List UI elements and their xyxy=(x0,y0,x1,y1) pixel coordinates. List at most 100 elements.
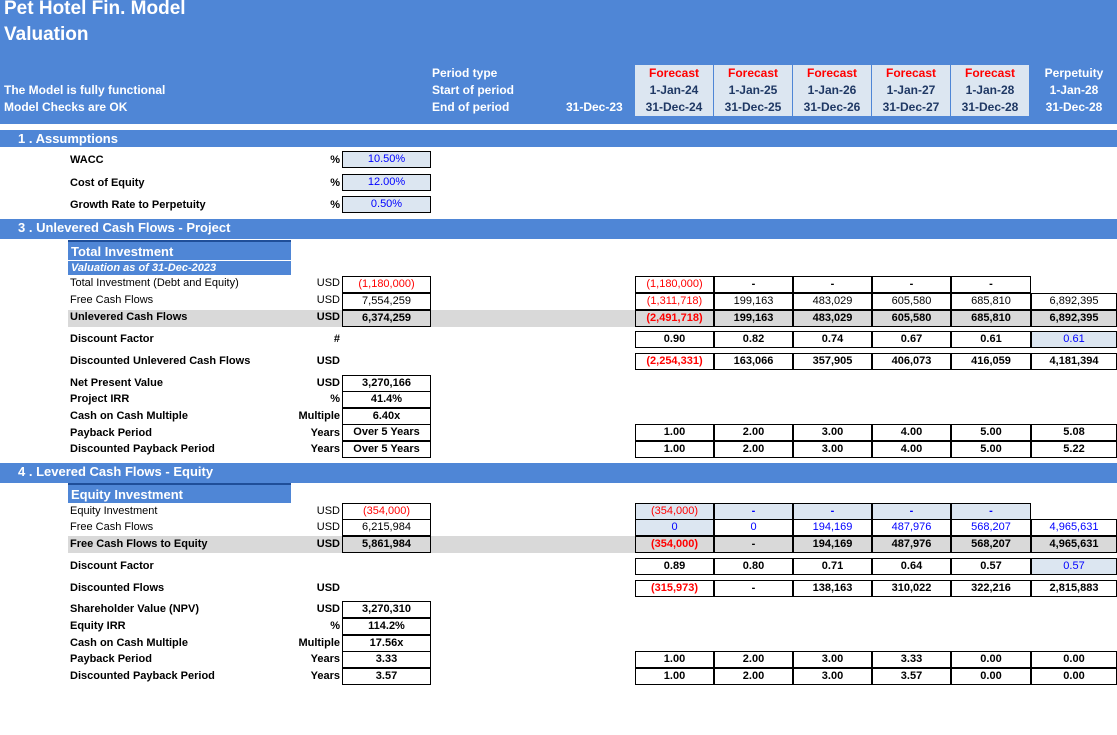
wacc-input[interactable]: 10.50% xyxy=(342,151,431,168)
fcfe-unit: USD xyxy=(316,538,340,550)
table-cell: 4.00 xyxy=(872,424,951,441)
table-cell: 1.00 xyxy=(635,668,714,685)
total-investment-unit: USD xyxy=(316,277,340,289)
equity-discounted-payback-value: 3.57 xyxy=(342,668,431,685)
table-cell[interactable]: - xyxy=(872,503,951,520)
npv-unit: USD xyxy=(316,377,340,389)
table-cell: 0.67 xyxy=(872,331,951,348)
discounted-unlevered-unit: USD xyxy=(316,355,340,367)
table-cell: 2.00 xyxy=(714,651,793,668)
section-divider xyxy=(0,236,1117,239)
table-cell: 1.00 xyxy=(635,441,714,458)
payback-value: Over 5 Years xyxy=(342,424,431,441)
discounted-payback-unit: Years xyxy=(310,443,340,455)
equity-coc-multiple-unit: Multiple xyxy=(298,637,340,649)
table-cell: 0.00 xyxy=(1031,668,1117,685)
table-cell: 3.00 xyxy=(793,651,872,668)
growth-rate-input[interactable]: 0.50% xyxy=(342,196,431,213)
base-date: 31-Dec-23 xyxy=(566,100,623,114)
equity-free-cash-flows-unit: USD xyxy=(316,521,340,533)
table-cell[interactable]: - xyxy=(951,503,1031,520)
table-cell: 0.82 xyxy=(714,331,793,348)
perpetuity-column: Perpetuity 1-Jan-28 31-Dec-28 xyxy=(1032,65,1116,116)
period-start: 1-Jan-25 xyxy=(728,83,778,97)
discounted-payback-label: Discounted Payback Period xyxy=(70,443,215,455)
equity-coc-multiple-label: Cash on Cash Multiple xyxy=(70,637,188,649)
free-cash-flows-label: Free Cash Flows xyxy=(70,294,154,306)
unlevered-cash-flows-label: Unlevered Cash Flows xyxy=(70,311,188,323)
table-cell[interactable]: 0.61 xyxy=(1031,331,1117,348)
table-cell: (1,180,000) xyxy=(635,276,714,293)
header-band: Pet Hotel Fin. Model Valuation The Model… xyxy=(0,0,1117,124)
shareholder-value-unit: USD xyxy=(316,603,340,615)
equity-free-cash-flows-total: 6,215,984 xyxy=(342,519,431,536)
period-type: Forecast xyxy=(806,66,858,80)
period-type: Forecast xyxy=(964,66,1016,80)
equity-irr-label: Equity IRR xyxy=(70,620,126,632)
section-unlevered-cash-flows: 3 . Unlevered Cash Flows - Project xyxy=(0,219,1117,236)
table-cell: 685,810 xyxy=(951,310,1031,327)
table-cell[interactable]: - xyxy=(714,503,793,520)
table-cell: (315,973) xyxy=(635,580,714,597)
period-end: 31-Dec-26 xyxy=(803,100,861,114)
period-start: 1-Jan-24 xyxy=(649,83,699,97)
table-cell[interactable]: - xyxy=(793,503,872,520)
project-irr-unit: % xyxy=(330,393,340,405)
period-end: 31-Dec-28 xyxy=(1045,100,1103,114)
table-cell: 4.00 xyxy=(872,441,951,458)
end-of-period-label: End of period xyxy=(432,100,510,114)
table-cell: 0.64 xyxy=(872,558,951,575)
table-cell: - xyxy=(951,276,1031,293)
total-investment-total: (1,180,000) xyxy=(342,276,431,293)
table-cell[interactable]: 194,169 xyxy=(793,519,872,536)
table-cell[interactable]: 0 xyxy=(714,519,793,536)
equity-investment-title: Equity Investment xyxy=(68,483,291,503)
table-cell[interactable]: 0 xyxy=(635,519,714,536)
cost-of-equity-unit: % xyxy=(330,177,340,189)
table-cell[interactable]: (354,000) xyxy=(635,503,714,520)
period-end: 31-Dec-24 xyxy=(645,100,703,114)
cost-of-equity-input[interactable]: 12.00% xyxy=(342,174,431,191)
table-cell: - xyxy=(714,276,793,293)
period-column: Forecast 1-Jan-28 31-Dec-28 xyxy=(951,65,1029,116)
table-cell: 5.22 xyxy=(1031,441,1117,458)
table-cell: 4,965,631 xyxy=(1031,536,1117,553)
table-cell: - xyxy=(872,276,951,293)
table-cell: 2.00 xyxy=(714,424,793,441)
fcfe-label: Free Cash Flows to Equity xyxy=(70,538,208,550)
table-cell: 1.00 xyxy=(635,651,714,668)
table-cell: 0.90 xyxy=(635,331,714,348)
period-start: 1-Jan-26 xyxy=(807,83,857,97)
equity-investment-unit: USD xyxy=(316,505,340,517)
table-cell: 0.00 xyxy=(1031,651,1117,668)
table-cell: 5.00 xyxy=(951,424,1031,441)
table-cell[interactable]: 568,207 xyxy=(951,519,1031,536)
table-cell: 5.08 xyxy=(1031,424,1117,441)
table-cell: 199,163 xyxy=(714,310,793,327)
table-cell: - xyxy=(714,580,793,597)
table-cell: 0.00 xyxy=(951,651,1031,668)
period-column: Forecast 1-Jan-27 31-Dec-27 xyxy=(872,65,950,116)
table-cell: 199,163 xyxy=(714,293,793,310)
table-cell: 6,892,395 xyxy=(1031,293,1117,310)
table-cell[interactable]: 4,965,631 xyxy=(1031,519,1117,536)
table-cell: 3.00 xyxy=(793,424,872,441)
table-cell: 3.00 xyxy=(793,668,872,685)
payback-label: Payback Period xyxy=(70,427,152,439)
table-cell[interactable]: 0.57 xyxy=(1031,558,1117,575)
period-column: Forecast 1-Jan-25 31-Dec-25 xyxy=(714,65,792,116)
period-type-label: Period type xyxy=(432,66,498,80)
fcfe-total: 5,861,984 xyxy=(342,536,431,553)
table-cell: 138,163 xyxy=(793,580,872,597)
table-cell: 487,976 xyxy=(872,536,951,553)
period-start: 1-Jan-27 xyxy=(886,83,936,97)
project-irr-label: Project IRR xyxy=(70,393,130,405)
equity-investment-label: Equity Investment xyxy=(70,505,158,517)
period-end: 31-Dec-25 xyxy=(724,100,782,114)
wacc-unit: % xyxy=(330,154,340,166)
free-cash-flows-unit: USD xyxy=(316,294,340,306)
table-cell[interactable]: 487,976 xyxy=(872,519,951,536)
table-cell: 3.00 xyxy=(793,441,872,458)
period-type: Forecast xyxy=(885,66,937,80)
table-cell: 2,815,883 xyxy=(1031,580,1117,597)
